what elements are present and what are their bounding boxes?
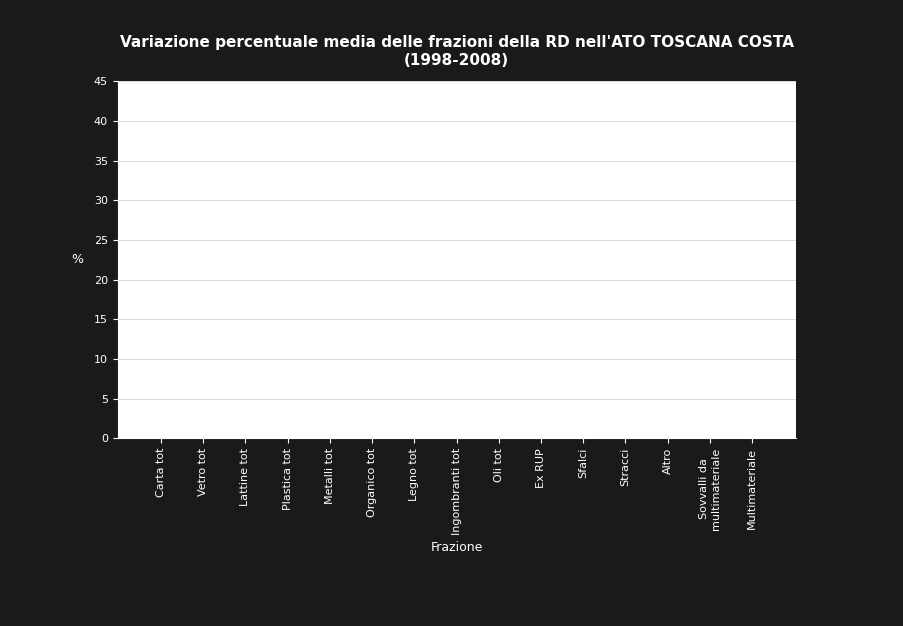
Title: Variazione percentuale media delle frazioni della RD nell'ATO TOSCANA COSTA
(199: Variazione percentuale media delle frazi… xyxy=(119,35,793,68)
Y-axis label: %: % xyxy=(71,254,83,266)
X-axis label: Frazione: Frazione xyxy=(430,541,482,554)
